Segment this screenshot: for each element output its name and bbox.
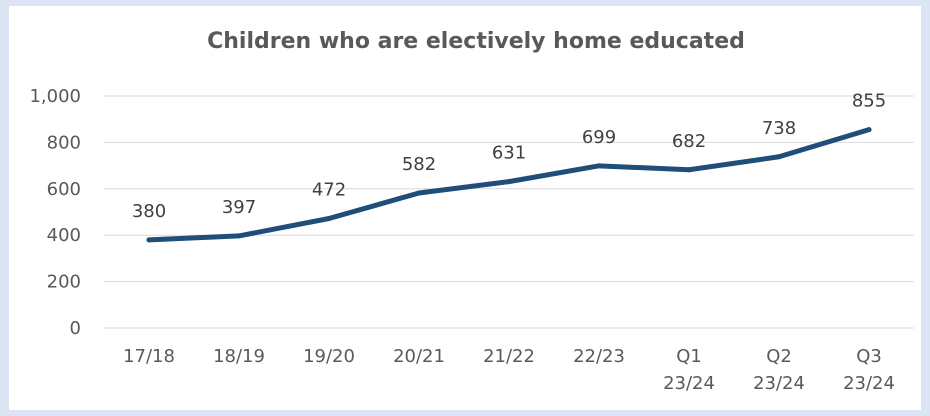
x-tick-label: 21/22 — [483, 346, 535, 367]
data-point — [777, 154, 782, 159]
x-tick-label: 18/19 — [213, 346, 265, 367]
y-tick-label: 1,000 — [29, 86, 81, 107]
data-label: 738 — [762, 118, 796, 139]
data-point — [327, 216, 332, 221]
y-tick-label: 800 — [47, 132, 81, 153]
data-label: 682 — [672, 131, 706, 152]
data-point — [507, 179, 512, 184]
y-tick-label: 400 — [47, 225, 81, 246]
x-tick-label: Q3 23/24 — [843, 346, 895, 394]
data-point — [867, 127, 872, 132]
x-tick-label: 22/23 — [573, 346, 625, 367]
data-point — [597, 163, 602, 168]
data-label: 380 — [132, 201, 166, 222]
data-point — [147, 237, 152, 242]
line-chart: Children who are electively home educate… — [9, 6, 921, 410]
data-label: 397 — [222, 197, 256, 218]
data-label: 582 — [402, 154, 436, 175]
x-tick-label: Q2 23/24 — [753, 346, 805, 394]
data-label: 855 — [852, 91, 886, 112]
x-tick-label: 19/20 — [303, 346, 355, 367]
data-label: 472 — [312, 179, 346, 200]
y-axis-tick-labels: 0 200 400 600 800 1,000 — [29, 86, 81, 339]
x-axis-tick-labels: 17/18 18/19 19/20 20/21 21/22 22/23 Q1 23/24 Q2 2… — [123, 346, 895, 394]
data-label: 631 — [492, 143, 526, 164]
data-label: 699 — [582, 127, 616, 148]
data-point — [237, 233, 242, 238]
x-tick-label: 20/21 — [393, 346, 445, 367]
chart-panel: Children who are electively home educate… — [9, 6, 921, 410]
chart-title: Children who are electively home educate… — [207, 29, 745, 54]
x-tick-label: Q1 23/24 — [663, 346, 715, 394]
data-point — [417, 190, 422, 195]
y-tick-label: 0 — [70, 318, 81, 339]
y-tick-label: 600 — [47, 179, 81, 200]
x-tick-label: 17/18 — [123, 346, 175, 367]
y-tick-label: 200 — [47, 272, 81, 293]
data-point — [687, 167, 692, 172]
